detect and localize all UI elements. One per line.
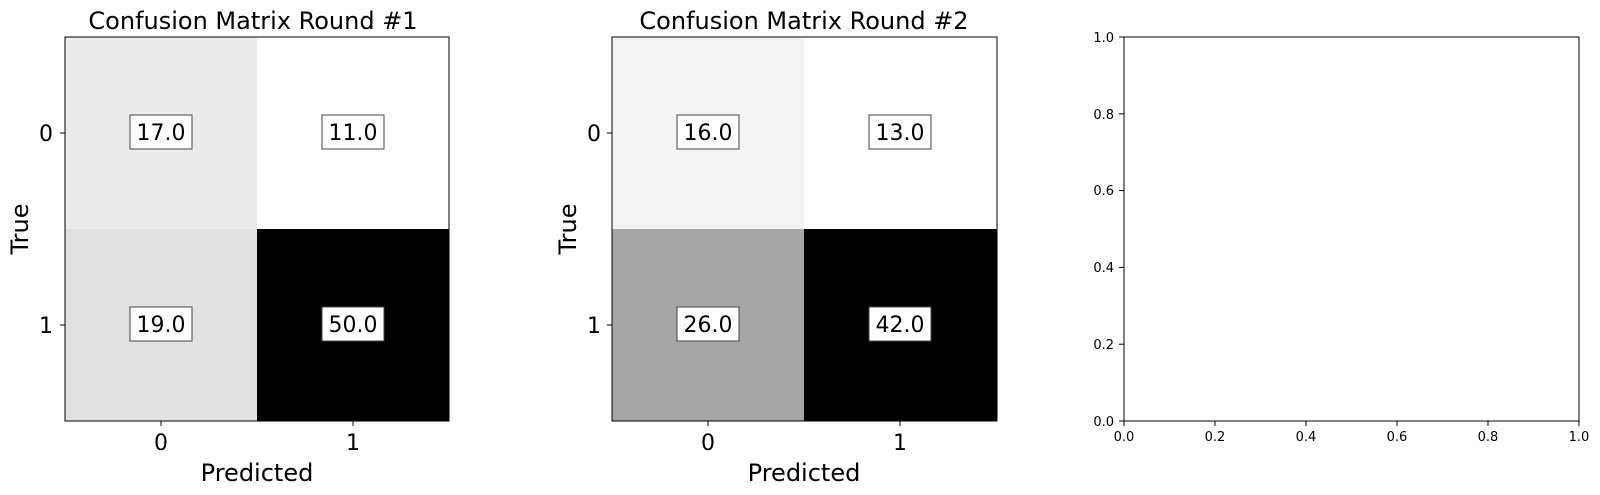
x-axis-label-2: Predicted bbox=[748, 459, 861, 487]
y-axis-label-2: True bbox=[554, 204, 582, 256]
x-tick-label-3-1: 0.2 bbox=[1205, 430, 1226, 445]
cell-value-1-r0-c1: 11.0 bbox=[329, 121, 378, 146]
x-tick-label-3-4: 0.8 bbox=[1478, 430, 1499, 445]
plot-frame-1 bbox=[64, 36, 450, 422]
cell-label-box-2-r0-c1 bbox=[868, 114, 932, 150]
cell-label-box-2-r1-c0 bbox=[676, 306, 740, 342]
cell-label-box-2-r0-c0 bbox=[676, 114, 740, 150]
cell-value-2-r0-c1: 13.0 bbox=[876, 121, 925, 146]
y-tick-label-3-1: 0.2 bbox=[1093, 338, 1114, 353]
y-tick-label-1-0: 0 bbox=[39, 122, 53, 147]
y-tick-label-3-3: 0.6 bbox=[1093, 184, 1114, 199]
cell-value-1-r1-c1: 50.0 bbox=[329, 313, 378, 338]
y-tick-label-3-5: 1.0 bbox=[1093, 31, 1114, 46]
cell-label-box-1-r0-c0 bbox=[129, 114, 193, 150]
cell-value-2-r1-c1: 42.0 bbox=[876, 313, 925, 338]
cell-value-1-r1-c0: 19.0 bbox=[137, 313, 186, 338]
x-axis-label-1: Predicted bbox=[201, 459, 314, 487]
x-tick-label-1-1: 1 bbox=[346, 431, 360, 456]
x-tick-label-1-0: 0 bbox=[154, 431, 168, 456]
plot-frame-2 bbox=[611, 36, 998, 422]
x-tick-label-2-0: 0 bbox=[701, 431, 715, 456]
plot-frame-3 bbox=[1123, 36, 1580, 422]
confusion-matrix-1: Confusion Matrix Round #1 17.0 11.0 19.0… bbox=[6, 7, 450, 487]
y-tick-label-2-0: 0 bbox=[587, 122, 601, 147]
cell-label-box-2-r1-c1 bbox=[868, 306, 932, 342]
cell-label-box-1-r0-c1 bbox=[321, 114, 385, 150]
y-tick-label-3-0: 0.0 bbox=[1093, 415, 1114, 430]
cell-value-2-r0-c0: 16.0 bbox=[684, 121, 733, 146]
cell-value-2-r1-c0: 26.0 bbox=[684, 313, 733, 338]
empty-axes: 0.0 0.2 0.4 0.6 0.8 1.0 0.0 0.2 0.4 0.6 … bbox=[1093, 31, 1589, 445]
cell-label-box-1-r1-c0 bbox=[129, 306, 193, 342]
x-tick-label-3-3: 0.6 bbox=[1387, 430, 1408, 445]
x-tick-label-2-1: 1 bbox=[893, 431, 907, 456]
y-tick-label-1-1: 1 bbox=[39, 314, 53, 339]
x-tick-label-3-2: 0.4 bbox=[1296, 430, 1317, 445]
y-tick-label-3-4: 0.8 bbox=[1093, 108, 1114, 123]
chart-title-1: Confusion Matrix Round #1 bbox=[88, 7, 417, 35]
y-tick-label-2-1: 1 bbox=[587, 314, 601, 339]
cell-label-box-1-r1-c1 bbox=[321, 306, 385, 342]
y-tick-label-3-2: 0.4 bbox=[1093, 261, 1114, 276]
y-axis-label-1: True bbox=[6, 204, 34, 256]
confusion-matrix-2: Confusion Matrix Round #2 16.0 13.0 26.0… bbox=[554, 7, 998, 487]
x-tick-label-3-0: 0.0 bbox=[1114, 430, 1135, 445]
chart-title-2: Confusion Matrix Round #2 bbox=[639, 7, 968, 35]
cell-value-1-r0-c0: 17.0 bbox=[137, 121, 186, 146]
x-tick-label-3-5: 1.0 bbox=[1569, 430, 1590, 445]
